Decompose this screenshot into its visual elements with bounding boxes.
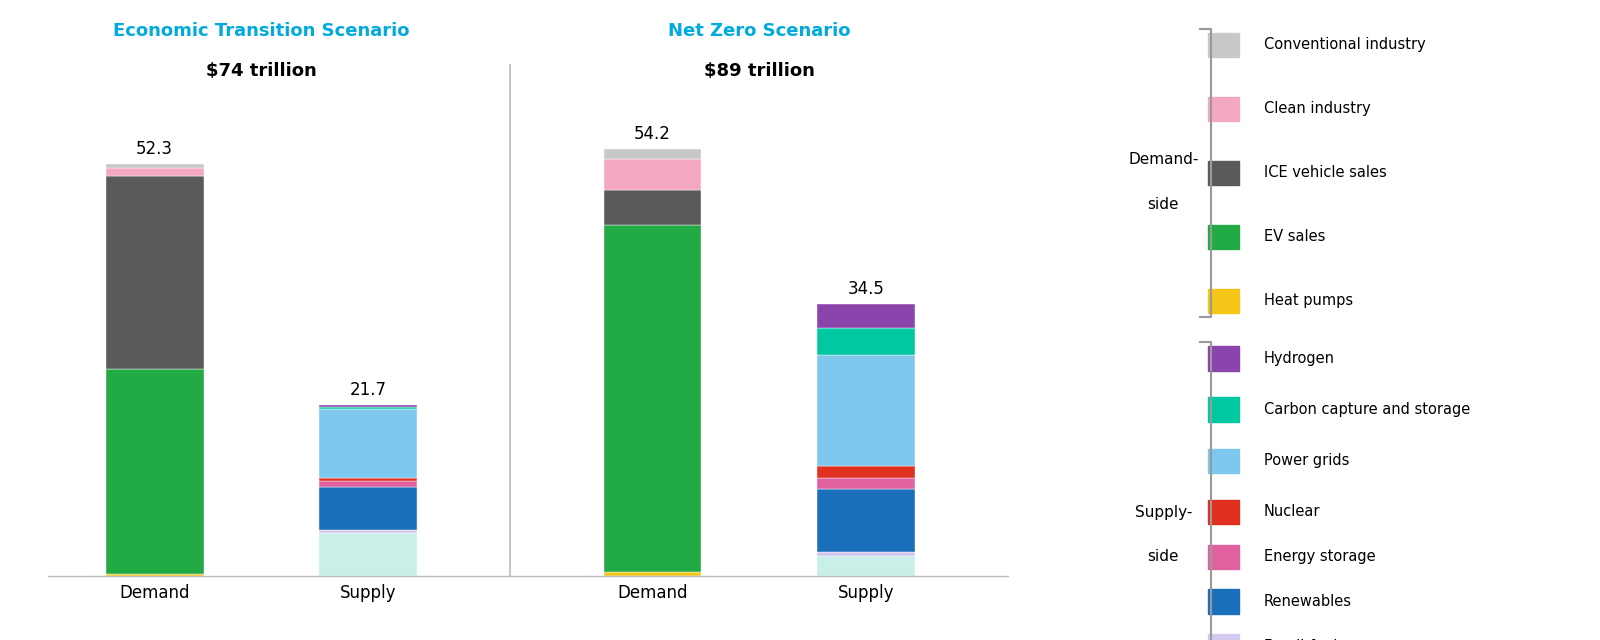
Bar: [1208, 346, 1238, 371]
Text: Conventional industry: Conventional industry: [1264, 37, 1426, 52]
Bar: [106, 369, 203, 573]
Bar: [603, 149, 701, 159]
Text: $74 trillion: $74 trillion: [206, 61, 317, 80]
Bar: [603, 190, 701, 225]
Text: Renewables: Renewables: [1264, 594, 1352, 609]
Bar: [1208, 33, 1238, 57]
Text: $89 trillion: $89 trillion: [704, 61, 814, 80]
Text: Energy storage: Energy storage: [1264, 549, 1376, 564]
Bar: [818, 466, 915, 477]
Bar: [318, 487, 418, 531]
Bar: [318, 531, 418, 532]
Bar: [818, 477, 915, 490]
Text: ICE vehicle sales: ICE vehicle sales: [1264, 165, 1387, 180]
Text: side: side: [1147, 197, 1179, 212]
Bar: [318, 477, 418, 481]
Text: EV sales: EV sales: [1264, 229, 1325, 244]
Bar: [1208, 397, 1238, 422]
Text: Hydrogen: Hydrogen: [1264, 351, 1334, 366]
Bar: [318, 405, 418, 406]
Bar: [106, 176, 203, 369]
Bar: [1208, 500, 1238, 524]
Bar: [1208, 97, 1238, 121]
Bar: [603, 572, 701, 576]
Bar: [1208, 634, 1238, 640]
Text: Heat pumps: Heat pumps: [1264, 293, 1354, 308]
Bar: [818, 556, 915, 576]
Text: Net Zero Scenario: Net Zero Scenario: [667, 22, 850, 40]
Text: side: side: [1147, 549, 1179, 564]
Text: Nuclear: Nuclear: [1264, 504, 1320, 520]
Bar: [1208, 225, 1238, 249]
Bar: [1208, 589, 1238, 614]
Text: Economic Transition Scenario: Economic Transition Scenario: [114, 22, 410, 40]
Text: 54.2: 54.2: [634, 125, 670, 143]
Bar: [1208, 289, 1238, 313]
Bar: [318, 409, 418, 477]
Text: 52.3: 52.3: [136, 140, 173, 157]
Text: Carbon capture and storage: Carbon capture and storage: [1264, 402, 1470, 417]
Bar: [1208, 161, 1238, 185]
Bar: [818, 490, 915, 552]
Bar: [318, 481, 418, 487]
Bar: [818, 328, 915, 355]
Bar: [1208, 545, 1238, 569]
Bar: [1208, 449, 1238, 473]
Bar: [818, 304, 915, 328]
Text: Power grids: Power grids: [1264, 453, 1349, 468]
Bar: [106, 164, 203, 168]
Text: Fossil-fuel power: Fossil-fuel power: [1264, 639, 1387, 640]
Bar: [318, 532, 418, 576]
Text: 34.5: 34.5: [848, 280, 885, 298]
Text: Clean industry: Clean industry: [1264, 101, 1371, 116]
Bar: [603, 225, 701, 572]
Text: Supply-: Supply-: [1134, 504, 1192, 520]
Bar: [318, 406, 418, 409]
Bar: [106, 573, 203, 576]
Bar: [106, 168, 203, 176]
Bar: [818, 552, 915, 556]
Bar: [603, 159, 701, 190]
Text: Demand-: Demand-: [1128, 152, 1198, 168]
Bar: [818, 355, 915, 466]
Text: 21.7: 21.7: [349, 381, 387, 399]
